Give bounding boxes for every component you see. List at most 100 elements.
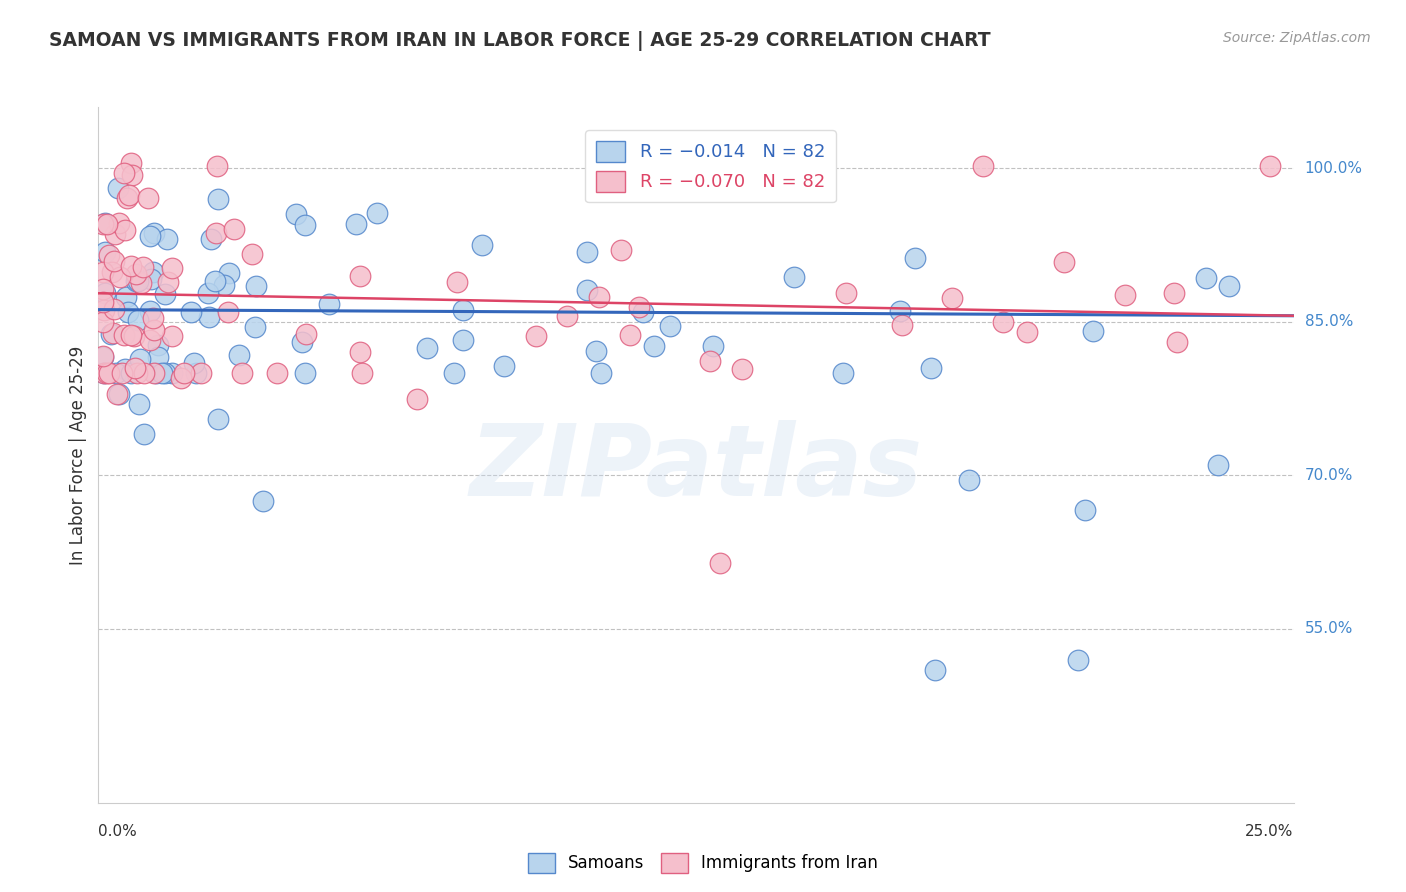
Point [633,305,655,319]
Point [524,329,547,343]
Point [128,351,150,366]
Point [783,270,806,285]
Point [96,217,118,231]
Legend: Samoans, Immigrants from Iran: Samoans, Immigrants from Iran [522,847,884,880]
Point [127,313,149,327]
Point [108,386,131,401]
Point [129,276,152,290]
Point [139,229,162,244]
Point [1081,324,1104,338]
Point [124,360,146,375]
Point [94,216,117,230]
Point [285,207,308,221]
Point [796,178,818,193]
Point [156,232,179,246]
Point [471,238,494,252]
Text: 55.0%: 55.0% [1305,622,1353,636]
Point [160,261,183,276]
Point [142,366,165,380]
Point [170,371,193,385]
Point [148,350,170,364]
Point [228,348,250,362]
Point [416,342,439,356]
Point [1015,325,1038,339]
Point [349,268,371,283]
Point [93,366,115,380]
Point [349,345,371,359]
Point [103,254,125,268]
Point [924,663,946,677]
Point [245,278,267,293]
Point [110,366,132,380]
Text: 100.0%: 100.0% [1305,161,1362,176]
Point [190,366,212,380]
Point [150,366,173,380]
Point [453,333,475,347]
Point [139,304,162,318]
Point [920,361,942,376]
Point [218,266,240,280]
Point [132,260,155,274]
Point [200,231,222,245]
Point [104,227,127,241]
Point [576,284,599,298]
Text: 25.0%: 25.0% [1246,823,1294,838]
Point [120,156,142,170]
Point [141,272,163,286]
Point [1206,458,1229,472]
Point [134,427,156,442]
Point [889,304,911,318]
Point [101,326,124,340]
Point [120,328,142,343]
Point [157,275,180,289]
Point [100,265,122,279]
Point [453,303,475,318]
Point [128,397,150,411]
Point [972,160,994,174]
Y-axis label: In Labor Force | Age 25-29: In Labor Force | Age 25-29 [69,345,87,565]
Point [104,366,127,380]
Point [114,166,136,180]
Text: ZIPatlas: ZIPatlas [470,420,922,517]
Point [204,274,226,288]
Point [941,291,963,305]
Point [91,264,114,278]
Point [589,366,612,380]
Point [344,217,367,231]
Point [115,290,138,304]
Point [318,297,340,311]
Point [94,244,117,259]
Point [122,328,145,343]
Point [555,310,578,324]
Point [217,305,239,319]
Point [294,218,316,232]
Point [136,191,159,205]
Point [143,226,166,240]
Point [1166,334,1188,349]
Point [125,274,148,288]
Point [214,277,236,292]
Point [198,310,221,324]
Point [834,286,856,301]
Point [112,327,135,342]
Point [207,412,229,426]
Point [121,169,143,183]
Point [731,362,754,376]
Point [1067,652,1090,666]
Point [134,366,156,380]
Point [103,302,125,317]
Text: 0.0%: 0.0% [98,823,138,838]
Point [699,354,721,368]
Point [93,366,115,380]
Point [222,222,245,236]
Point [98,366,121,380]
Text: Source: ZipAtlas.com: Source: ZipAtlas.com [1223,31,1371,45]
Text: SAMOAN VS IMMIGRANTS FROM IRAN IN LABOR FORCE | AGE 25-29 CORRELATION CHART: SAMOAN VS IMMIGRANTS FROM IRAN IN LABOR … [49,31,991,51]
Legend: R = −0.014   N = 82, R = −0.070   N = 82: R = −0.014 N = 82, R = −0.070 N = 82 [585,130,835,202]
Point [120,259,142,273]
Point [585,344,607,359]
Point [173,366,195,380]
Point [628,301,651,315]
Text: 70.0%: 70.0% [1305,468,1353,483]
Point [610,243,633,257]
